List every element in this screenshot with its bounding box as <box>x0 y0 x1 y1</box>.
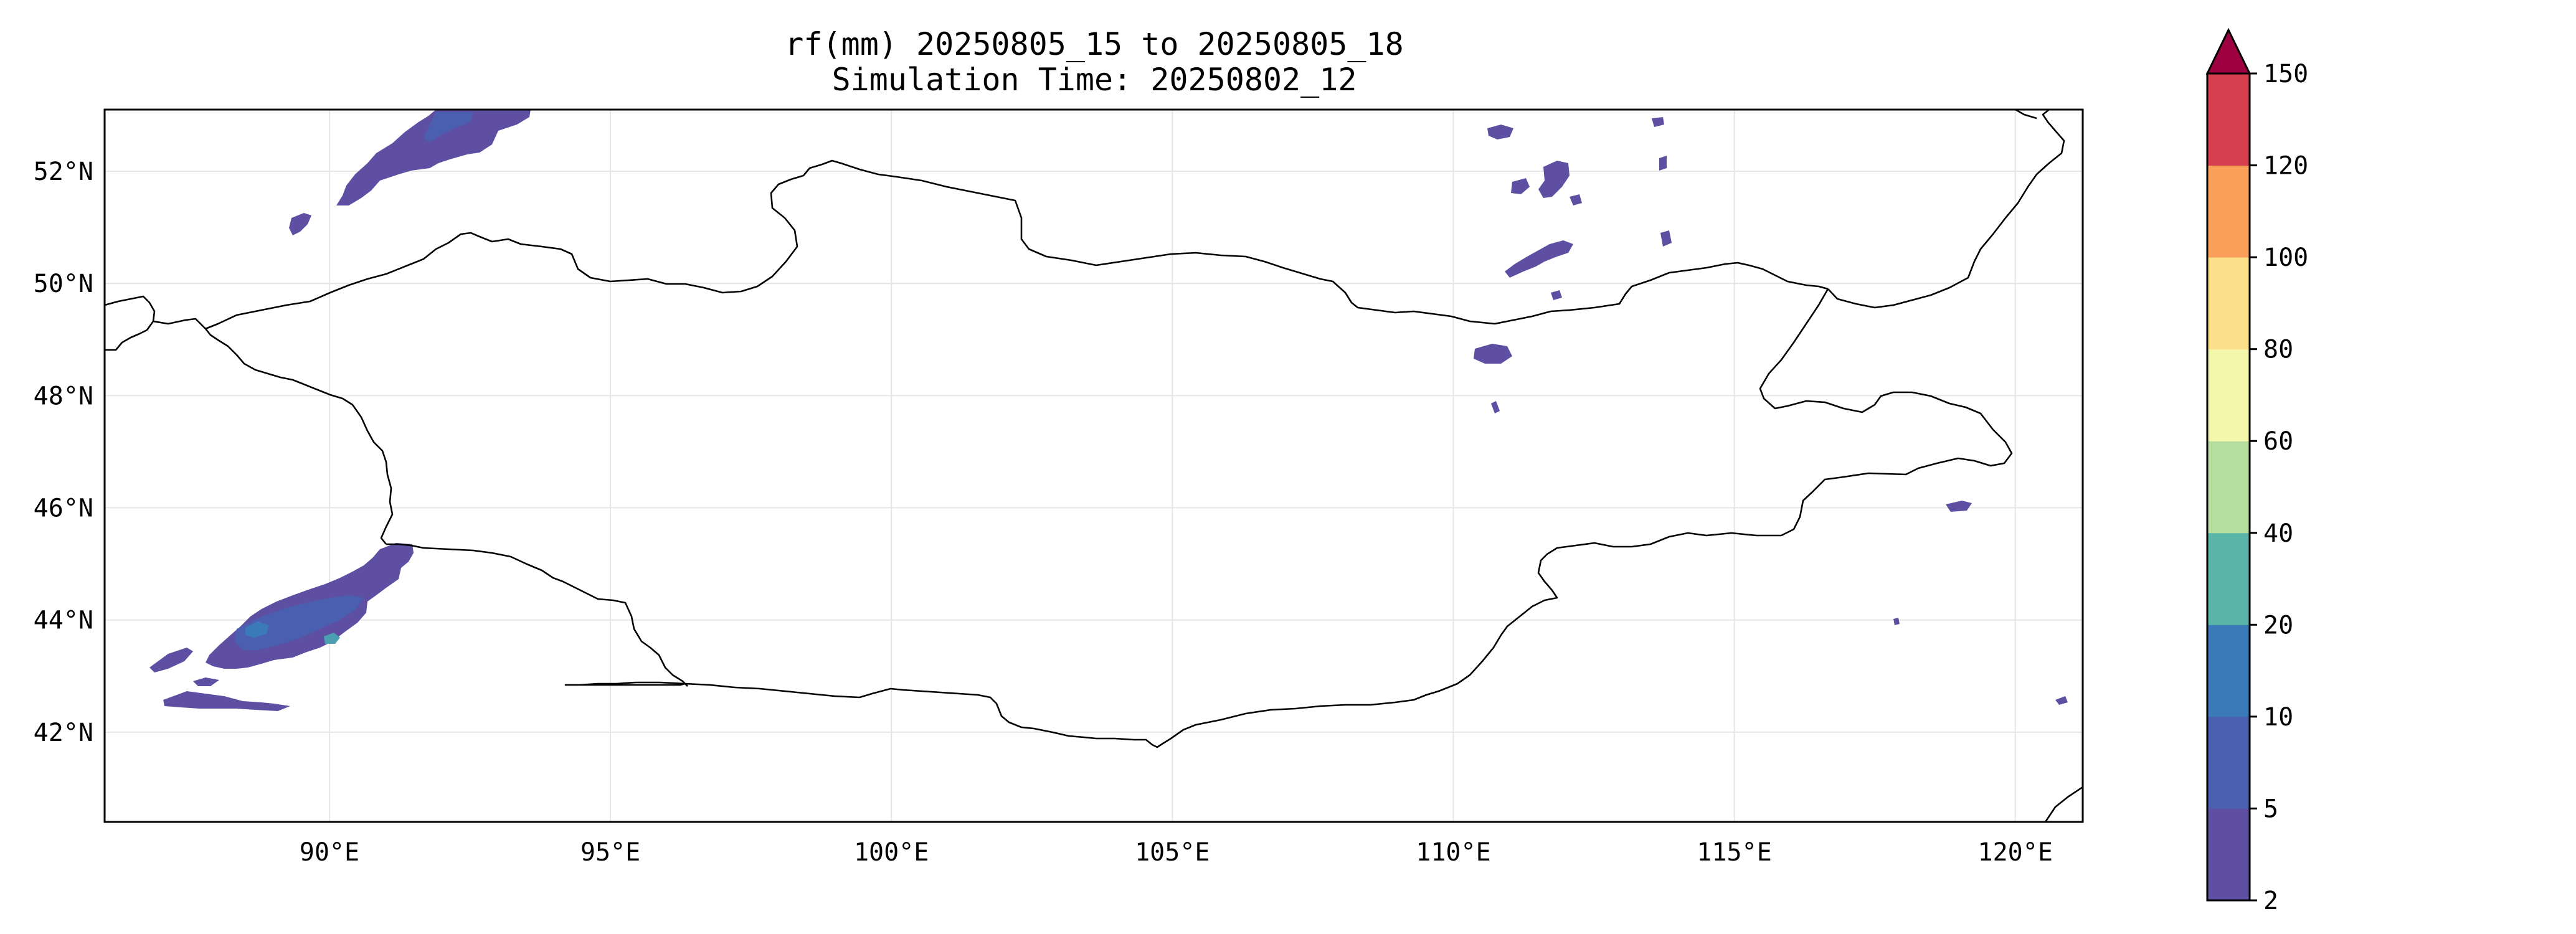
colorbar-level-label: 100 <box>2263 243 2308 272</box>
rain-cells-east-2 <box>2055 696 2068 705</box>
longitude-tick-labels: 90°E 95°E 100°E 105°E 110°E 115°E 120°E <box>300 838 2053 867</box>
rain-cells-northeast-11 <box>1551 290 1562 300</box>
latitude-tick-label: 44°N <box>34 606 93 635</box>
rainfall-contours <box>149 110 2068 711</box>
longitude-tick-label: 120°E <box>1978 838 2053 867</box>
latitude-tick-label: 50°N <box>34 270 93 298</box>
map-axes: 90°E 95°E 100°E 105°E 110°E 115°E 120°E 52°N 50… <box>34 108 2084 867</box>
colorbar-segment <box>2207 441 2250 534</box>
colorbar-segment <box>2207 808 2250 901</box>
rain-cells-northeast-3 <box>1511 178 1530 194</box>
longitude-tick-label: 105°E <box>1135 838 1210 867</box>
china-border-southeast <box>2044 786 2083 822</box>
rain-area-northwest <box>336 110 531 205</box>
mongolia-border-south <box>386 543 688 687</box>
colorbar-segment <box>2207 73 2250 166</box>
rain-cells-northeast-5 <box>1474 344 1512 364</box>
latitude-tick-label: 52°N <box>34 158 93 186</box>
rain-cells-northeast-4 <box>1505 240 1573 278</box>
figure-subtitle: Simulation Time: 20250802_12 <box>832 62 1357 98</box>
colorbar-level-label: 20 <box>2263 611 2293 639</box>
mongolia-border-east <box>564 288 2013 748</box>
latitude-tick-label: 46°N <box>34 494 93 523</box>
rain-core-northwest <box>424 112 473 142</box>
rain-streak-southwest-3 <box>193 677 219 686</box>
longitude-tick-label: 90°E <box>300 838 359 867</box>
map-background <box>105 110 2083 822</box>
mongolia-border <box>205 159 1829 330</box>
china-border-far-northeast <box>2015 110 2037 120</box>
rain-cell-northwest <box>289 213 311 235</box>
colorbar-level-label: 10 <box>2263 703 2293 732</box>
colorbar-level-label: 60 <box>2263 427 2293 456</box>
rain-streak-southwest-2 <box>163 691 290 711</box>
rain-cells-northeast-7 <box>1659 156 1667 171</box>
rain-cells-northeast-8 <box>1660 230 1672 247</box>
colorbar-segment <box>2207 716 2250 809</box>
figure-title: rf(mm) 20250805_15 to 20250805_18 <box>785 26 1403 62</box>
rain-cells-northeast-1 <box>1487 125 1513 139</box>
rain-cells-northeast-9 <box>1491 401 1500 413</box>
rain-cells-northeast-2 <box>1538 161 1570 198</box>
colorbar-level-label: 2 <box>2263 887 2278 915</box>
china-border-northeast <box>1827 110 2065 309</box>
rain-cells-northeast-6 <box>1652 117 1664 127</box>
colorbar-segment <box>2207 625 2250 717</box>
latitude-tick-label: 48°N <box>34 382 93 410</box>
rain-streak-southwest-1 <box>149 648 193 672</box>
latitude-tick-label: 42°N <box>34 719 93 747</box>
colorbar-segments <box>2207 73 2250 901</box>
rain-peak-southwest <box>245 621 269 638</box>
kazakhstan-border <box>153 318 206 329</box>
colorbar-segment <box>2207 165 2250 258</box>
rain-peak-southwest-2 <box>324 633 340 644</box>
longitude-tick-label: 100°E <box>854 838 929 867</box>
mongolia-border-west <box>204 328 394 545</box>
colorbar-level-label: 5 <box>2263 795 2278 823</box>
colorbar-segment <box>2207 257 2250 350</box>
map-frame <box>103 108 2084 823</box>
colorbar-extend-triangle <box>2205 27 2252 75</box>
colorbar-segment <box>2207 532 2250 625</box>
rain-core-southwest <box>234 595 364 650</box>
colorbar-level-label: 150 <box>2263 60 2308 88</box>
colorbar-level-label: 120 <box>2263 152 2308 181</box>
rain-cells-east-1 <box>1946 501 1972 512</box>
rain-cells-east-3 <box>1893 618 1900 625</box>
colorbar: 2 5 10 20 40 60 80 100 120 150 <box>2205 27 2308 915</box>
colorbar-frame <box>2206 72 2251 902</box>
rain-cells-northeast-10 <box>1570 194 1582 205</box>
latitude-tick-labels: 52°N 50°N 48°N 46°N 44°N 42°N <box>34 158 93 747</box>
longitude-tick-label: 115°E <box>1697 838 1771 867</box>
graticule <box>105 110 2083 822</box>
colorbar-segment <box>2207 349 2250 441</box>
colorbar-level-label: 40 <box>2263 519 2293 548</box>
colorbar-level-label: 80 <box>2263 336 2293 364</box>
longitude-tick-label: 110°E <box>1416 838 1490 867</box>
country-borders <box>105 110 2083 822</box>
colorbar-labels: 2 5 10 20 40 60 80 100 120 150 <box>2250 60 2308 915</box>
longitude-tick-label: 95°E <box>580 838 640 867</box>
